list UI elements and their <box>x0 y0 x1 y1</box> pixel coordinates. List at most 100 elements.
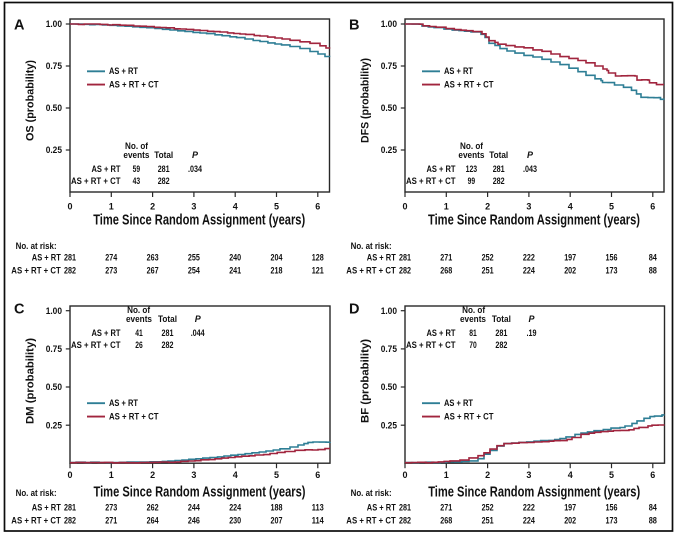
svg-text:197: 197 <box>564 503 576 513</box>
svg-text:3: 3 <box>526 470 531 480</box>
svg-text:Time Since Random Assignment (: Time Since Random Assignment (years) <box>94 484 306 500</box>
svg-text:0.75: 0.75 <box>46 61 62 71</box>
svg-text:0.25: 0.25 <box>46 145 62 155</box>
svg-text:AS + RT: AS + RT <box>92 328 121 338</box>
svg-text:3: 3 <box>191 201 196 211</box>
svg-text:262: 262 <box>147 503 159 513</box>
svg-text:AS + RT: AS + RT <box>92 164 121 174</box>
svg-text:AS + RT + CT: AS + RT + CT <box>406 176 456 186</box>
svg-text:1.00: 1.00 <box>46 19 62 29</box>
svg-text:282: 282 <box>399 515 411 525</box>
svg-text:268: 268 <box>440 515 452 525</box>
svg-text:AS + RT: AS + RT <box>427 328 456 338</box>
svg-text:70: 70 <box>469 340 477 350</box>
svg-text:3: 3 <box>191 470 196 480</box>
svg-text:No. of: No. of <box>460 141 484 151</box>
svg-text:Time Since Random Assignment (: Time Since Random Assignment (years) <box>93 212 305 228</box>
svg-text:282: 282 <box>158 176 170 186</box>
svg-text:2: 2 <box>150 470 155 480</box>
svg-text:.19: .19 <box>527 328 537 338</box>
svg-text:5: 5 <box>274 470 279 480</box>
svg-text:281: 281 <box>495 328 507 338</box>
svg-text:D: D <box>349 302 359 318</box>
svg-text:264: 264 <box>147 515 159 525</box>
svg-text:113: 113 <box>312 503 324 513</box>
svg-text:.034: .034 <box>188 164 202 174</box>
svg-text:0.50: 0.50 <box>381 382 397 392</box>
svg-text:222: 222 <box>523 252 535 262</box>
svg-text:No. at risk:: No. at risk: <box>351 241 392 251</box>
svg-text:Total: Total <box>158 314 177 324</box>
svg-text:123: 123 <box>466 164 478 174</box>
svg-text:2: 2 <box>485 470 490 480</box>
svg-text:AS + RT: AS + RT <box>109 398 138 408</box>
svg-text:AS + RT: AS + RT <box>367 503 396 513</box>
svg-text:59: 59 <box>133 164 141 174</box>
svg-text:128: 128 <box>312 252 324 262</box>
svg-text:AS + RT + CT: AS + RT + CT <box>109 411 159 421</box>
svg-text:1: 1 <box>444 201 449 211</box>
svg-text:0: 0 <box>67 470 72 480</box>
svg-text:281: 281 <box>162 328 174 338</box>
svg-text:0: 0 <box>402 470 407 480</box>
svg-text:1.00: 1.00 <box>381 306 397 316</box>
svg-text:AS + RT + CT: AS + RT + CT <box>11 265 61 275</box>
svg-text:5: 5 <box>609 470 614 480</box>
svg-text:AS + RT + CT: AS + RT + CT <box>444 411 494 421</box>
svg-text:4: 4 <box>233 201 238 211</box>
svg-text:0.75: 0.75 <box>381 344 397 354</box>
svg-text:events: events <box>458 150 484 160</box>
svg-text:Time Since Random Assignment (: Time Since Random Assignment (years) <box>428 212 640 228</box>
svg-text:88: 88 <box>649 265 657 275</box>
svg-text:6: 6 <box>315 201 320 211</box>
svg-text:282: 282 <box>64 515 76 525</box>
svg-text:273: 273 <box>105 503 117 513</box>
svg-text:254: 254 <box>188 265 200 275</box>
svg-text:271: 271 <box>105 515 117 525</box>
svg-text:267: 267 <box>147 265 159 275</box>
svg-text:173: 173 <box>606 265 618 275</box>
svg-text:252: 252 <box>482 252 494 262</box>
svg-text:B: B <box>349 18 359 34</box>
svg-text:282: 282 <box>495 340 507 350</box>
svg-text:271: 271 <box>440 252 452 262</box>
svg-text:events: events <box>126 314 152 324</box>
svg-text:No. of: No. of <box>125 141 149 151</box>
svg-text:156: 156 <box>606 503 618 513</box>
svg-text:OS (probability): OS (probability) <box>25 60 37 141</box>
svg-text:1.00: 1.00 <box>381 19 397 29</box>
svg-text:P: P <box>195 314 202 324</box>
svg-text:4: 4 <box>568 201 573 211</box>
svg-text:0.50: 0.50 <box>46 103 62 113</box>
svg-text:.043: .043 <box>523 164 537 174</box>
svg-text:6: 6 <box>650 470 655 480</box>
svg-text:156: 156 <box>606 252 618 262</box>
svg-text:No. at risk:: No. at risk: <box>16 241 57 251</box>
svg-text:173: 173 <box>606 515 618 525</box>
svg-text:41: 41 <box>135 328 143 338</box>
svg-text:AS + RT + CT: AS + RT + CT <box>11 515 61 525</box>
svg-text:4: 4 <box>568 470 573 480</box>
svg-text:Total: Total <box>154 150 173 160</box>
svg-text:224: 224 <box>229 503 241 513</box>
svg-text:AS + RT + CT: AS + RT + CT <box>71 340 121 350</box>
svg-text:0.75: 0.75 <box>46 344 62 354</box>
svg-text:P: P <box>192 150 199 160</box>
svg-text:281: 281 <box>158 164 170 174</box>
svg-text:AS + RT + CT: AS + RT + CT <box>71 176 121 186</box>
svg-text:218: 218 <box>271 265 283 275</box>
svg-text:255: 255 <box>188 252 200 262</box>
svg-text:273: 273 <box>105 265 117 275</box>
svg-text:0.50: 0.50 <box>381 103 397 113</box>
svg-text:events: events <box>460 314 486 324</box>
svg-text:26: 26 <box>135 340 143 350</box>
svg-text:0: 0 <box>67 201 72 211</box>
svg-text:268: 268 <box>440 265 452 275</box>
svg-text:188: 188 <box>271 503 283 513</box>
svg-text:.044: .044 <box>191 328 205 338</box>
svg-text:282: 282 <box>399 265 411 275</box>
svg-text:251: 251 <box>482 265 494 275</box>
svg-text:P: P <box>528 314 535 324</box>
svg-text:5: 5 <box>274 201 279 211</box>
svg-text:0.50: 0.50 <box>46 382 62 392</box>
